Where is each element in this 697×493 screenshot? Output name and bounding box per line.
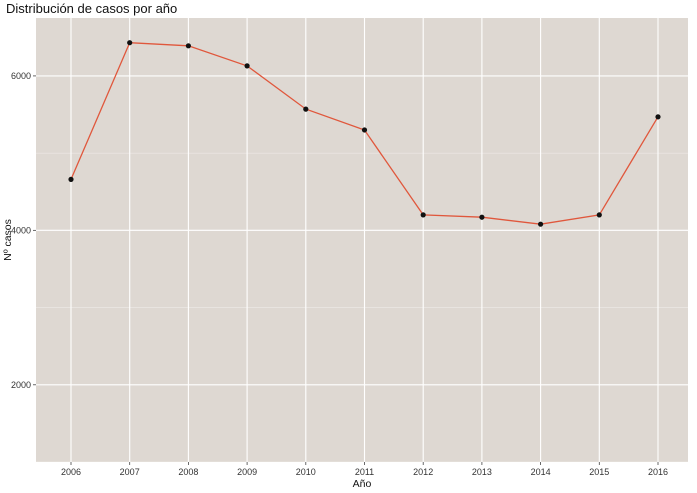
y-axis-ticks: 2000 4000 6000 xyxy=(11,71,36,390)
x-axis-title: Año xyxy=(353,478,372,490)
x-tick-label: 2009 xyxy=(237,467,257,477)
x-tick-label: 2006 xyxy=(61,467,81,477)
x-tick-label: 2013 xyxy=(472,467,492,477)
data-point xyxy=(127,40,133,46)
x-tick-label: 2015 xyxy=(589,467,609,477)
y-tick-label: 6000 xyxy=(11,71,31,81)
chart-title: Distribución de casos por año xyxy=(6,1,178,16)
x-tick-label: 2011 xyxy=(355,467,374,477)
x-tick-label: 2014 xyxy=(531,467,551,477)
x-tick-label: 2010 xyxy=(296,467,316,477)
data-point xyxy=(538,221,544,227)
major-gridlines xyxy=(36,18,688,462)
data-point xyxy=(420,212,426,218)
data-point xyxy=(244,63,250,69)
data-points xyxy=(68,40,661,227)
data-point xyxy=(655,114,661,120)
x-tick-label: 2016 xyxy=(648,467,668,477)
y-tick-label: 4000 xyxy=(11,225,31,235)
data-point xyxy=(185,43,191,49)
data-point xyxy=(479,214,485,220)
data-point xyxy=(68,176,74,182)
x-axis-ticks: 2006 2007 2008 2009 2010 2011 2012 2013 2014 2015… xyxy=(61,462,668,477)
x-tick-label: 2008 xyxy=(178,467,198,477)
x-tick-label: 2007 xyxy=(120,467,140,477)
data-point xyxy=(303,106,309,112)
data-point xyxy=(596,212,602,218)
minor-gridlines xyxy=(36,152,688,463)
y-tick-label: 2000 xyxy=(11,380,31,390)
x-tick-label: 2012 xyxy=(413,467,433,477)
y-axis-title: Nº casos xyxy=(2,219,14,261)
data-point xyxy=(361,127,368,133)
plot-panel xyxy=(36,18,688,462)
